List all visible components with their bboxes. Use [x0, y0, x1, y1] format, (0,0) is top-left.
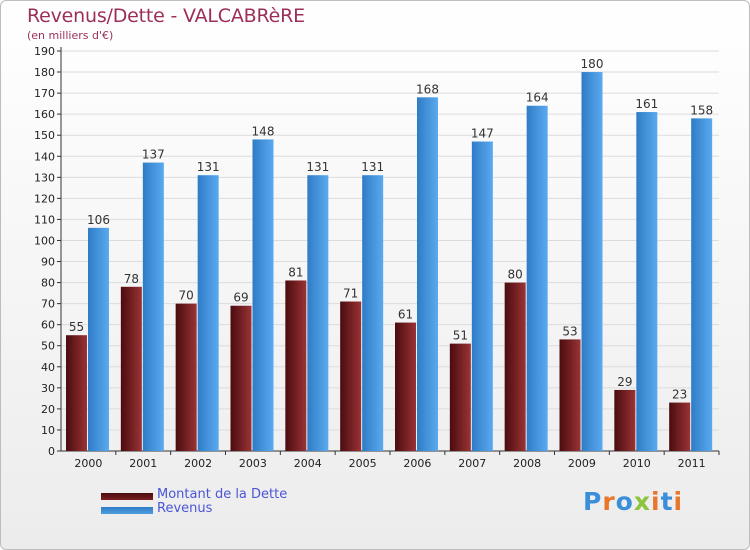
data-label-dette: 70: [179, 289, 194, 303]
x-tick-label: 2003: [239, 457, 267, 470]
x-tick-label: 2010: [623, 457, 651, 470]
bar-dette: [120, 286, 142, 451]
brand-logo-letter: i: [673, 487, 684, 516]
bar-dette: [340, 301, 362, 451]
data-label-revenus: 106: [87, 213, 110, 227]
y-tick-label: 50: [41, 340, 55, 353]
brand-logo-letter: x: [633, 487, 651, 516]
y-tick-label: 190: [34, 45, 55, 58]
bar-revenus: [691, 118, 713, 452]
data-label-dette: 23: [672, 388, 687, 402]
data-label-revenus: 180: [581, 57, 604, 71]
y-tick-label: 70: [41, 298, 55, 311]
y-tick-label: 90: [41, 256, 55, 269]
bar-revenus: [581, 72, 603, 451]
data-label-revenus: 161: [635, 97, 658, 111]
data-label-revenus: 131: [197, 160, 220, 174]
data-label-revenus: 168: [416, 82, 439, 96]
bar-dette: [285, 280, 307, 451]
bar-dette: [175, 303, 197, 451]
y-tick-label: 20: [41, 403, 55, 416]
x-tick-label: 2001: [129, 457, 157, 470]
y-tick-label: 80: [41, 277, 55, 290]
bar-dette: [230, 305, 252, 451]
data-label-revenus: 147: [471, 127, 494, 141]
bar-dette: [614, 389, 636, 451]
legend-swatch-debt: [101, 493, 153, 500]
x-tick-label: 2000: [74, 457, 102, 470]
legend-label-debt: Montant de la Dette: [157, 487, 288, 502]
y-tick-label: 100: [34, 234, 55, 247]
y-tick-label: 120: [34, 192, 55, 205]
y-tick-label: 0: [48, 445, 55, 458]
brand-logo-letter: P: [583, 487, 603, 516]
data-label-revenus: 137: [142, 148, 165, 162]
y-tick-label: 150: [34, 129, 55, 142]
bar-revenus: [88, 227, 109, 451]
data-label-dette: 53: [562, 324, 577, 338]
x-tick-label: 2007: [458, 457, 486, 470]
data-label-dette: 61: [398, 308, 413, 322]
bar-dette: [66, 335, 87, 451]
bar-dette: [504, 282, 526, 451]
data-label-revenus: 131: [306, 160, 329, 174]
data-label-dette: 51: [453, 329, 468, 343]
bar-dette: [669, 402, 691, 451]
data-label-dette: 29: [617, 375, 632, 389]
data-label-dette: 80: [508, 268, 523, 282]
y-tick-label: 40: [41, 361, 55, 374]
bar-dette: [559, 339, 581, 451]
data-label-revenus: 164: [526, 91, 549, 105]
bar-dette: [395, 322, 416, 451]
y-tick-label: 60: [41, 319, 55, 332]
brand-logo: Proxiti: [583, 487, 683, 516]
y-tick-label: 170: [34, 87, 55, 100]
x-tick-label: 2002: [184, 457, 212, 470]
data-label-dette: 78: [124, 272, 139, 286]
legend-label-revenus: Revenus: [157, 501, 213, 516]
data-label-dette: 71: [343, 287, 358, 301]
y-tick-label: 180: [34, 66, 55, 79]
y-tick-label: 140: [34, 150, 55, 163]
data-label-revenus: 148: [252, 124, 275, 138]
data-label-dette: 81: [288, 265, 303, 279]
brand-logo-letter: i: [651, 487, 661, 516]
data-label-dette: 55: [69, 320, 84, 334]
chart-subtitle: (en milliers d'€): [27, 29, 114, 42]
bar-revenus: [417, 97, 438, 451]
bar-revenus: [252, 139, 274, 451]
x-tick-label: 2005: [349, 457, 377, 470]
x-tick-label: 2008: [513, 457, 541, 470]
legend-swatch-revenus: [101, 507, 153, 514]
brand-logo-letter: t: [660, 487, 674, 516]
chart-title: Revenus/Dette - VALCABRèRE: [27, 5, 305, 27]
y-tick-label: 130: [34, 171, 55, 184]
data-label-revenus: 131: [361, 160, 384, 174]
bar-revenus: [526, 105, 548, 451]
data-label-revenus: 158: [690, 103, 713, 117]
y-tick-label: 10: [41, 424, 55, 437]
x-tick-label: 2009: [568, 457, 596, 470]
y-tick-label: 160: [34, 108, 55, 121]
x-tick-label: 2011: [678, 457, 706, 470]
data-label-dette: 69: [233, 291, 248, 305]
bar-revenus: [307, 175, 329, 452]
bar-revenus: [197, 175, 219, 452]
x-tick-label: 2004: [294, 457, 322, 470]
bar-revenus: [142, 162, 164, 451]
y-tick-label: 110: [34, 213, 55, 226]
x-tick-label: 2006: [403, 457, 431, 470]
bar-dette: [449, 343, 471, 451]
bar-revenus: [471, 141, 493, 452]
bar-revenus: [362, 175, 384, 452]
y-tick-label: 30: [41, 382, 55, 395]
bar-revenus: [636, 112, 658, 451]
brand-logo-letter: o: [615, 487, 634, 516]
brand-logo-letter: r: [602, 487, 616, 516]
